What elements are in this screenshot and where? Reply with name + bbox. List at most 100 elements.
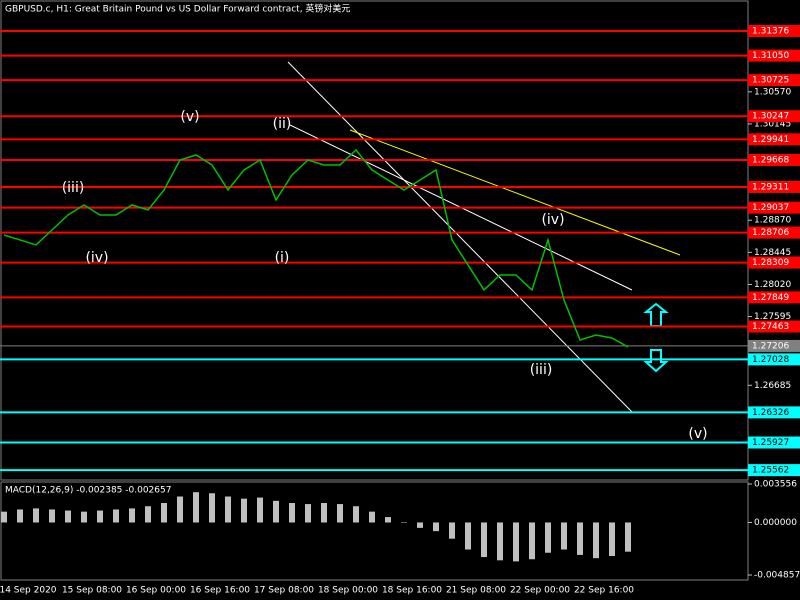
x-tick-label: 17 Sep 08:00: [254, 586, 314, 596]
cyan-level-label: 1.27028: [752, 355, 789, 365]
red-level-label: 1.29311: [752, 182, 789, 192]
red-level-label-box: [748, 49, 800, 62]
macd-bar: [305, 504, 311, 523]
red-level-label: 1.29037: [752, 203, 789, 213]
red-level-label: 1.28706: [752, 228, 789, 238]
macd-bar: [17, 509, 23, 523]
macd-bar: [481, 522, 487, 558]
wave-label: (iii): [62, 180, 85, 196]
red-level-label: 1.27849: [752, 293, 789, 303]
x-tick-label: 22 Sep 00:00: [510, 586, 570, 596]
red-level-label: 1.29941: [752, 135, 789, 145]
macd-bar: [177, 496, 183, 523]
x-tick-label: 18 Sep 00:00: [318, 586, 378, 596]
x-tick-label: 21 Sep 08:00: [446, 586, 506, 596]
macd-bar: [545, 522, 551, 553]
macd-bar: [1, 511, 7, 523]
red-level-label-box: [748, 180, 800, 193]
macd-bar: [417, 522, 423, 528]
macd-title: MACD(12,26,9) -0.002385 -0.002657: [5, 486, 171, 496]
y-tick-label: 1.27595: [754, 312, 791, 322]
macd-bar: [465, 522, 471, 550]
red-level-label: 1.28309: [752, 258, 789, 268]
x-tick-label: 14 Sep 2020: [0, 586, 57, 596]
up-arrow: [643, 302, 669, 327]
macd-bar: [129, 508, 135, 523]
down-arrow: [643, 349, 669, 373]
x-tick-label: 16 Sep 16:00: [190, 586, 250, 596]
wave-label: (iii): [530, 362, 553, 378]
wave-label: (i): [275, 250, 290, 266]
main-frame: [0, 0, 749, 481]
y-tick-label: 1.28020: [754, 280, 791, 290]
current-price-label: 1.27206: [752, 341, 789, 351]
wave-label: (iv): [541, 212, 564, 228]
chart-title: GBPUSD.c, H1: Great Britain Pound vs US …: [5, 3, 350, 15]
red-level-label: 1.29668: [752, 155, 789, 165]
red-level-label: 1.30247: [752, 112, 789, 122]
cyan-level-label-box: [748, 436, 800, 449]
red-level-label: 1.31376: [752, 26, 789, 36]
y-tick-label: 1.28445: [754, 248, 791, 258]
red-level-label-box: [748, 226, 800, 239]
red-level-label: 1.27463: [752, 322, 789, 332]
red-level-label-box: [748, 24, 800, 37]
y-tick-label: 1.30145: [754, 119, 791, 129]
macd-bar: [289, 502, 295, 523]
red-level-label-box: [748, 153, 800, 166]
macd-frame: [0, 481, 749, 581]
macd-bar: [369, 511, 375, 523]
price-line: [3, 148, 629, 348]
macd-tick-label: -0.004857: [754, 571, 800, 581]
macd-bar: [321, 502, 327, 523]
trend-line: [349, 129, 681, 256]
red-level-label: 1.31050: [752, 51, 789, 61]
wave-label: (v): [180, 109, 199, 125]
x-tick-label: 18 Sep 16:00: [382, 586, 442, 596]
channel-line: [287, 61, 633, 413]
y-tick-label: 1.26685: [754, 381, 791, 391]
macd-bar: [225, 496, 231, 523]
cyan-level-label-box: [748, 406, 800, 419]
current-price-box: [748, 339, 800, 352]
x-tick-label: 22 Sep 16:00: [574, 586, 634, 596]
macd-bar: [561, 522, 567, 550]
cyan-level-label: 1.25927: [752, 438, 789, 448]
red-level-label-box: [748, 256, 800, 269]
wave-label: (v): [688, 426, 707, 442]
x-tick-label: 15 Sep 08:00: [62, 586, 122, 596]
y-tick-label: 1.30570: [754, 87, 791, 97]
red-level-label-box: [748, 320, 800, 333]
macd-bar: [113, 509, 119, 523]
red-level-label-box: [748, 74, 800, 87]
macd-bar: [81, 511, 87, 523]
macd-bar: [65, 510, 71, 523]
y-tick-label: 1.28870: [754, 216, 791, 226]
macd-bar: [161, 502, 167, 523]
macd-bar: [529, 522, 535, 560]
macd-tick-label: 0.003556: [754, 480, 797, 490]
macd-bar: [273, 500, 279, 523]
macd-bar: [385, 517, 391, 523]
macd-bar: [33, 508, 39, 523]
macd-bar: [609, 522, 615, 556]
wave-label: (ii): [273, 116, 292, 132]
macd-bar: [625, 522, 631, 552]
macd-bar: [209, 493, 215, 523]
cyan-level-label-box: [748, 353, 800, 366]
macd-bar: [145, 506, 151, 523]
macd-bar: [401, 522, 407, 523]
red-level-label-box: [748, 133, 800, 146]
macd-tick-label: 0.000000: [754, 518, 797, 528]
red-level-label: 1.30725: [752, 76, 789, 86]
macd-bar: [497, 522, 503, 561]
red-level-label-box: [748, 291, 800, 304]
x-tick-label: 16 Sep 00:00: [126, 586, 186, 596]
cyan-level-label: 1.26326: [752, 408, 789, 418]
macd-bar: [193, 492, 199, 523]
macd-bar: [257, 497, 263, 523]
red-level-label-box: [748, 201, 800, 214]
macd-bar: [593, 522, 599, 559]
